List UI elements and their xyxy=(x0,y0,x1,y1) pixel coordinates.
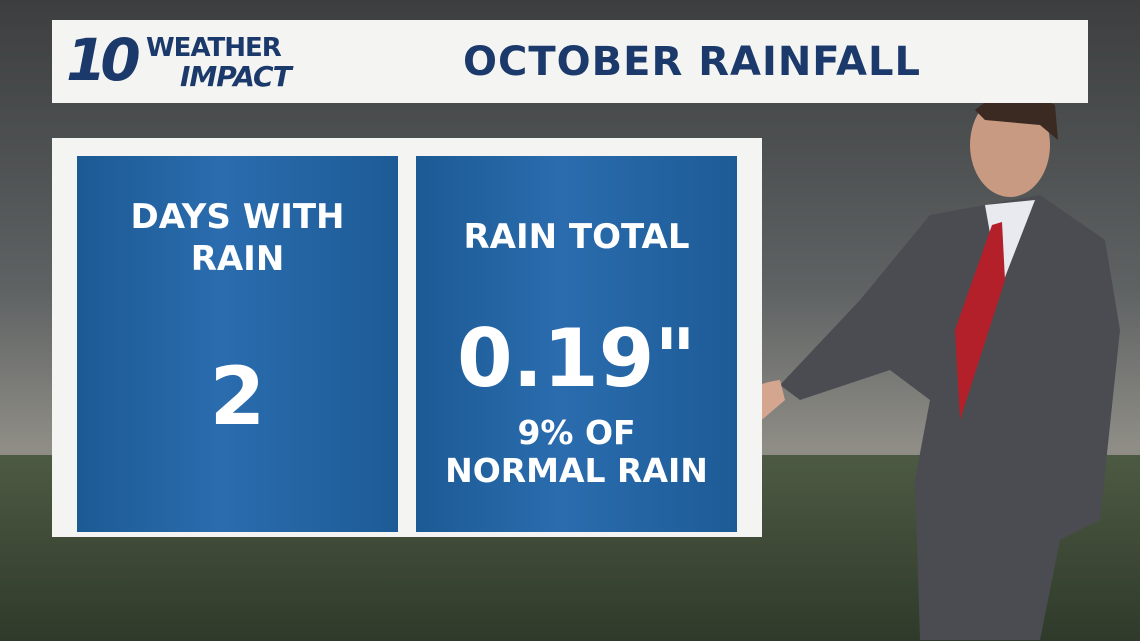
label-line: RAIN xyxy=(190,239,285,279)
panel-value: 2 xyxy=(209,350,266,443)
label-line: RAIN TOTAL xyxy=(463,217,690,257)
panel-value: 0.19" xyxy=(456,312,697,405)
panel-note: 9% OF NORMAL RAIN xyxy=(416,414,737,490)
note-line: 9% OF xyxy=(517,413,636,452)
note-line: NORMAL RAIN xyxy=(445,451,708,490)
panel-label: DAYS WITH RAIN xyxy=(77,196,398,280)
panel: RAIN TOTAL 0.19" 9% OF NORMAL RAIN xyxy=(416,156,737,532)
header-bar: 10 WEATHER IMPACT OCTOBER RAINFALL xyxy=(52,20,1088,103)
logo-number: 10 xyxy=(66,26,141,94)
panel: DAYS WITH RAIN 2 xyxy=(77,156,398,532)
logo-line: WEATHER xyxy=(146,33,282,63)
title: OCTOBER RAINFALL xyxy=(463,39,921,85)
label-line: DAYS WITH xyxy=(130,197,345,237)
board: DAYS WITH RAIN 2 RAIN TOTAL 0.19" 9% OF … xyxy=(52,138,762,537)
logo-line: IMPACT xyxy=(180,60,292,93)
